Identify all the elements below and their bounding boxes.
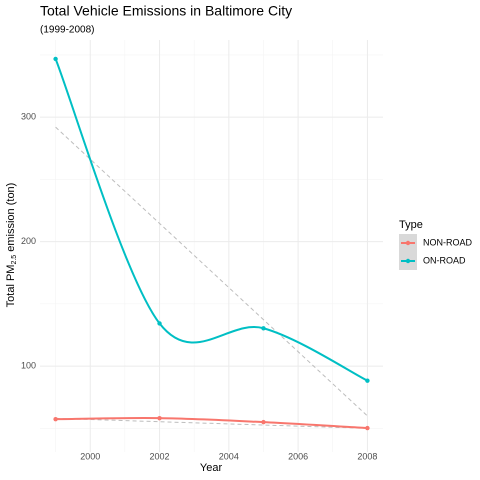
legend-label: NON-ROAD bbox=[423, 237, 472, 247]
y-tick-label: 200 bbox=[21, 236, 36, 246]
x-axis-label: Year bbox=[200, 462, 223, 474]
chart-title: Total Vehicle Emissions in Baltimore Cit… bbox=[40, 3, 292, 19]
point bbox=[365, 378, 370, 383]
point bbox=[261, 326, 266, 331]
point bbox=[157, 415, 162, 421]
y-label-subscript: 2.5 bbox=[11, 255, 18, 265]
trend-line bbox=[55, 126, 368, 417]
legend-key-point bbox=[405, 258, 411, 264]
x-tick-label: 2008 bbox=[357, 451, 377, 461]
point bbox=[53, 416, 58, 422]
trend-line bbox=[55, 417, 368, 429]
y-tick-label: 100 bbox=[21, 360, 36, 370]
chart-subtitle: (1999-2008) bbox=[40, 25, 94, 36]
legend-key-point bbox=[405, 240, 411, 246]
y-label-part: emission (ton) bbox=[5, 183, 17, 255]
y-label-part: Total PM bbox=[5, 265, 17, 308]
point bbox=[53, 56, 58, 62]
series-line bbox=[55, 417, 368, 430]
point bbox=[365, 425, 370, 431]
x-tick-label: 2004 bbox=[219, 451, 239, 461]
y-tick-label: 300 bbox=[21, 112, 36, 122]
x-tick-label: 2000 bbox=[80, 451, 100, 461]
x-tick-label: 2006 bbox=[288, 451, 308, 461]
legend-label: ON-ROAD bbox=[423, 255, 466, 265]
x-tick-label: 2002 bbox=[150, 451, 170, 461]
point bbox=[157, 321, 162, 326]
series-line bbox=[54, 58, 368, 382]
point bbox=[261, 419, 266, 425]
y-axis-label: Total PM2.5 emission (ton) bbox=[5, 183, 18, 308]
legend-title: Type bbox=[399, 219, 423, 231]
